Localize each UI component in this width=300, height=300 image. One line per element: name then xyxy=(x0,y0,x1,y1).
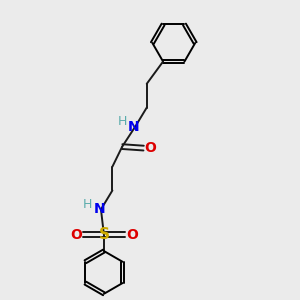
Text: O: O xyxy=(70,228,82,242)
Text: H: H xyxy=(118,115,128,128)
Text: H: H xyxy=(83,198,93,211)
Text: O: O xyxy=(144,141,156,155)
Text: O: O xyxy=(126,228,138,242)
Text: N: N xyxy=(94,202,105,216)
Text: N: N xyxy=(128,120,140,134)
Text: S: S xyxy=(98,227,110,242)
